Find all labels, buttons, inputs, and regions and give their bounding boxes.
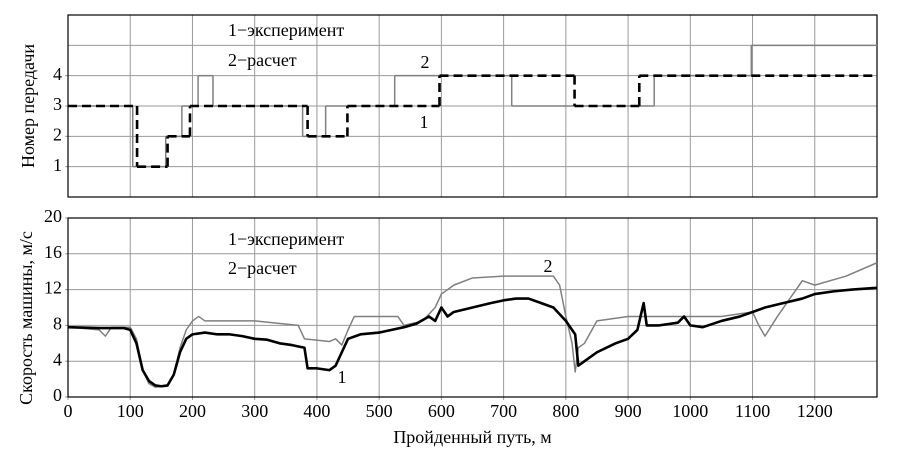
y-tick-label: 2	[53, 124, 62, 144]
x-tick-label: 1100	[735, 401, 770, 421]
y-tick-label: 3	[53, 94, 62, 114]
x-tick-label: 900	[615, 401, 642, 421]
x-tick-label: 800	[552, 401, 579, 421]
y-axis-label: Номер передачи	[18, 44, 38, 168]
y-tick-label: 0	[53, 385, 62, 405]
x-tick-label: 700	[490, 401, 517, 421]
legend-label: 2−расчет	[228, 258, 297, 278]
y-tick-label: 1	[53, 155, 62, 175]
curve-label: 2	[544, 256, 553, 276]
x-tick-label: 0	[64, 401, 73, 421]
y-tick-label: 4	[53, 64, 62, 84]
x-tick-label: 500	[366, 401, 393, 421]
x-axis-label: Пройденный путь, м	[393, 427, 551, 447]
y-axis-label: Скорость машины, м/с	[16, 231, 36, 405]
legend-label: 1−эксперимент	[228, 20, 344, 40]
y-tick-label: 16	[44, 242, 62, 262]
x-tick-label: 600	[428, 401, 455, 421]
curve-label: 1	[420, 112, 429, 132]
plot-frame	[67, 217, 878, 398]
y-tick-label: 12	[44, 278, 62, 298]
y-tick-label: 4	[53, 349, 62, 369]
x-tick-label: 400	[303, 401, 330, 421]
legend-label: 1−эксперимент	[228, 229, 344, 249]
y-tick-label: 8	[53, 314, 62, 334]
x-tick-label: 100	[117, 401, 144, 421]
x-tick-label: 300	[241, 401, 268, 421]
curve-label: 1	[338, 367, 347, 387]
x-tick-label: 1000	[672, 401, 708, 421]
x-tick-label: 200	[179, 401, 206, 421]
curve-label: 2	[421, 52, 430, 72]
line	[67, 286, 878, 388]
legend-label: 2−расчет	[228, 50, 297, 70]
x-tick-label: 1200	[797, 401, 833, 421]
y-tick-label: 20	[44, 206, 62, 226]
